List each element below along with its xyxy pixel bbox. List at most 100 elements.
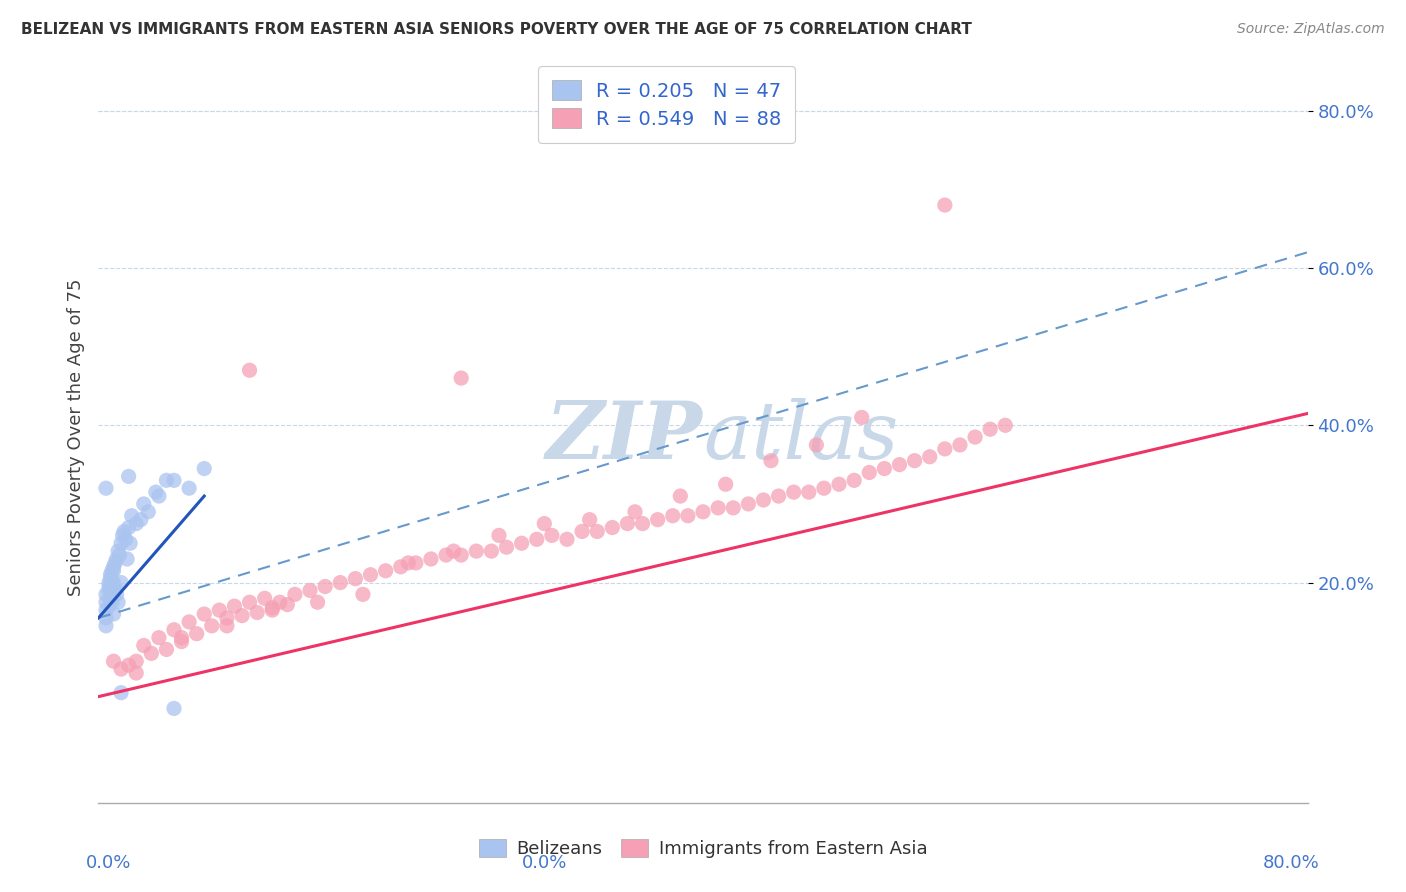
Point bbox=[98, 575, 121, 590]
Point bbox=[110, 662, 132, 676]
Point bbox=[329, 575, 352, 590]
Point bbox=[94, 619, 117, 633]
Point bbox=[352, 587, 374, 601]
Point bbox=[132, 497, 155, 511]
Point bbox=[707, 500, 730, 515]
Point bbox=[526, 533, 548, 547]
Point bbox=[118, 469, 141, 483]
Point bbox=[125, 666, 148, 681]
Point bbox=[179, 615, 201, 629]
Point bbox=[555, 533, 578, 547]
Point bbox=[193, 607, 215, 621]
Point bbox=[488, 528, 510, 542]
Point bbox=[813, 481, 835, 495]
Point bbox=[98, 599, 121, 614]
Point bbox=[396, 556, 419, 570]
Point bbox=[148, 631, 170, 645]
Point bbox=[101, 595, 124, 609]
Point bbox=[103, 654, 125, 668]
Point bbox=[107, 595, 129, 609]
Point bbox=[858, 466, 880, 480]
Point bbox=[661, 508, 683, 523]
Point bbox=[215, 611, 238, 625]
Point bbox=[100, 572, 122, 586]
Point bbox=[100, 591, 122, 606]
Point bbox=[889, 458, 911, 472]
Point bbox=[669, 489, 692, 503]
Point bbox=[94, 603, 117, 617]
Point bbox=[103, 575, 125, 590]
Point bbox=[759, 453, 782, 467]
Point bbox=[450, 548, 472, 562]
Point bbox=[934, 442, 956, 456]
Point bbox=[262, 600, 284, 615]
Text: BELIZEAN VS IMMIGRANTS FROM EASTERN ASIA SENIORS POVERTY OVER THE AGE OF 75 CORR: BELIZEAN VS IMMIGRANTS FROM EASTERN ASIA… bbox=[21, 22, 972, 37]
Point bbox=[170, 631, 193, 645]
Point bbox=[360, 567, 382, 582]
Point bbox=[104, 556, 127, 570]
Point bbox=[844, 473, 866, 487]
Point bbox=[443, 544, 465, 558]
Point bbox=[405, 556, 427, 570]
Point bbox=[307, 595, 329, 609]
Legend: Belizeans, Immigrants from Eastern Asia: Belizeans, Immigrants from Eastern Asia bbox=[470, 830, 936, 867]
Point bbox=[269, 595, 291, 609]
Point bbox=[979, 422, 1001, 436]
Point bbox=[284, 587, 307, 601]
Point bbox=[94, 587, 117, 601]
Text: Source: ZipAtlas.com: Source: ZipAtlas.com bbox=[1237, 22, 1385, 37]
Point bbox=[94, 595, 117, 609]
Point bbox=[103, 564, 125, 578]
Text: 0.0%: 0.0% bbox=[522, 854, 567, 872]
Point bbox=[141, 646, 163, 660]
Point bbox=[121, 508, 143, 523]
Point bbox=[110, 686, 132, 700]
Point bbox=[828, 477, 851, 491]
Point bbox=[120, 536, 142, 550]
Point bbox=[110, 536, 132, 550]
Point bbox=[578, 513, 600, 527]
Point bbox=[125, 516, 148, 531]
Point bbox=[148, 489, 170, 503]
Text: 80.0%: 80.0% bbox=[1263, 854, 1320, 872]
Point bbox=[450, 371, 472, 385]
Point bbox=[179, 481, 201, 495]
Point bbox=[481, 544, 503, 558]
Point bbox=[94, 481, 117, 495]
Point bbox=[465, 544, 488, 558]
Point bbox=[768, 489, 790, 503]
Point bbox=[224, 599, 246, 614]
Point bbox=[253, 591, 276, 606]
Point bbox=[783, 485, 806, 500]
Point bbox=[129, 513, 152, 527]
Point bbox=[163, 623, 186, 637]
Point bbox=[201, 619, 224, 633]
Point bbox=[949, 438, 972, 452]
Point bbox=[616, 516, 638, 531]
Point bbox=[631, 516, 654, 531]
Point bbox=[208, 603, 231, 617]
Text: atlas: atlas bbox=[703, 399, 898, 475]
Point bbox=[170, 634, 193, 648]
Point bbox=[104, 580, 127, 594]
Point bbox=[797, 485, 820, 500]
Point bbox=[231, 608, 253, 623]
Point bbox=[111, 528, 134, 542]
Point bbox=[723, 500, 745, 515]
Point bbox=[108, 548, 131, 562]
Point bbox=[115, 552, 138, 566]
Point bbox=[752, 493, 775, 508]
Text: 0.0%: 0.0% bbox=[86, 854, 132, 872]
Point bbox=[105, 587, 128, 601]
Point bbox=[193, 461, 215, 475]
Point bbox=[533, 516, 555, 531]
Point bbox=[344, 572, 367, 586]
Point bbox=[100, 567, 122, 582]
Point bbox=[103, 559, 125, 574]
Point bbox=[873, 461, 896, 475]
Point bbox=[186, 626, 208, 640]
Point bbox=[118, 658, 141, 673]
Point bbox=[110, 575, 132, 590]
Point bbox=[103, 607, 125, 621]
Point bbox=[215, 619, 238, 633]
